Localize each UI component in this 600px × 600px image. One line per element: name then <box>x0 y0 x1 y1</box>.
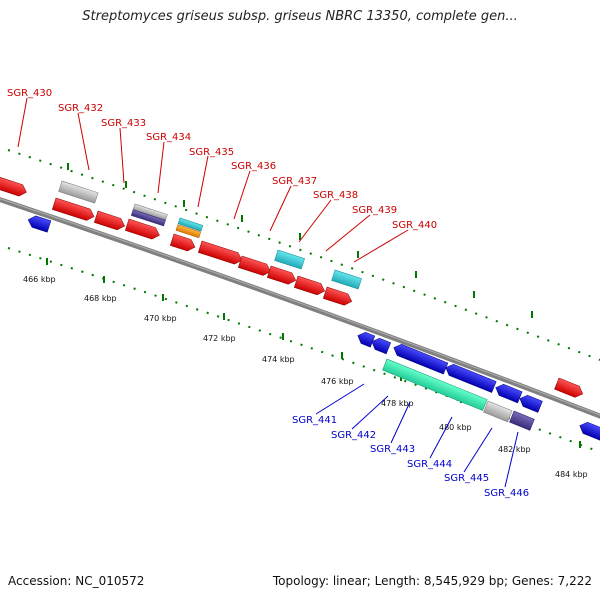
gene-sgr-443[interactable] <box>392 342 449 375</box>
gene-label[interactable]: SGR_438 <box>313 190 358 201</box>
gene-sgr-445[interactable] <box>483 400 513 423</box>
gene-sgr-438-b[interactable] <box>293 275 326 297</box>
gene-sgr-435[interactable] <box>175 217 204 239</box>
gene-sgr-434-b[interactable] <box>124 218 161 241</box>
tick-label: 470 kbp <box>144 314 177 323</box>
gene-sgr-434-a[interactable] <box>130 203 168 227</box>
tick-label: 478 kbp <box>381 399 414 408</box>
reverse-gene-labels: SGR_441 SGR_442 SGR_443 SGR_444 SGR_445 … <box>292 415 529 499</box>
accession-label: Accession: NC_010572 <box>8 574 145 588</box>
tick-label: 468 kbp <box>84 294 117 303</box>
tick-label: 472 kbp <box>203 334 236 343</box>
gene-sgr-439[interactable] <box>322 286 353 307</box>
gene-label[interactable]: SGR_430 <box>7 88 52 99</box>
gene-sgr-443-green[interactable] <box>382 358 488 411</box>
tick-label: 474 kbp <box>262 355 295 364</box>
gene-sgr-433[interactable] <box>93 210 126 232</box>
upper-ruler-ticks <box>67 163 533 318</box>
gene-label[interactable]: SGR_445 <box>444 473 489 484</box>
gene-label[interactable]: SGR_443 <box>370 444 415 455</box>
tick-label: 476 kbp <box>321 377 354 386</box>
gene-sgr-446-blue[interactable] <box>518 393 543 413</box>
gene-label[interactable]: SGR_439 <box>352 205 397 216</box>
reverse-genes <box>26 214 600 441</box>
gene-sgr-446[interactable] <box>509 410 535 431</box>
genome-backbone <box>0 197 600 419</box>
gene-label[interactable]: SGR_435 <box>189 147 234 158</box>
forward-gene-labels: SGR_430 SGR_432 SGR_433 SGR_434 SGR_435 … <box>7 88 437 231</box>
gene-label[interactable]: SGR_432 <box>58 103 103 114</box>
gene-label[interactable]: SGR_444 <box>407 459 452 470</box>
gene-sgr-437[interactable] <box>274 249 305 270</box>
map-title: Streptomyces griseus subsp. griseus NBRC… <box>82 9 518 24</box>
gene-sgr-445-blue[interactable] <box>494 382 523 404</box>
tick-label: 466 kbp <box>23 275 56 284</box>
gene-sgr-430[interactable] <box>0 175 28 198</box>
gene-sgr-436[interactable] <box>197 240 244 266</box>
gene-label[interactable]: SGR_437 <box>272 176 317 187</box>
gene-sgr-447[interactable] <box>554 377 585 400</box>
gene-label[interactable]: SGR_446 <box>484 488 529 499</box>
gene-sgr-431[interactable] <box>51 197 96 222</box>
gene-label[interactable]: SGR_440 <box>392 220 437 231</box>
gene-sgr-444[interactable] <box>444 362 497 393</box>
gene-label[interactable]: SGR_433 <box>101 118 146 129</box>
gene-sgr-448[interactable] <box>578 420 600 441</box>
forward-genes <box>0 175 585 400</box>
gene-sgr-435-b[interactable] <box>169 233 197 253</box>
gene-sgr-442[interactable] <box>370 336 392 355</box>
gene-sgr-437-a[interactable] <box>237 255 272 277</box>
tick-label: 484 kbp <box>555 470 588 479</box>
gene-label[interactable]: SGR_436 <box>231 161 276 172</box>
lower-ruler <box>7 247 600 453</box>
gene-sgr-438-a[interactable] <box>266 265 297 286</box>
gene-label[interactable]: SGR_442 <box>331 430 376 441</box>
gene-sgr-432[interactable] <box>58 180 99 204</box>
genome-summary: Topology: linear; Length: 8,545,929 bp; … <box>272 574 592 588</box>
gene-label[interactable]: SGR_434 <box>146 132 191 143</box>
forward-leader-lines <box>17 97 409 263</box>
gene-sgr-431-rev[interactable] <box>26 214 52 233</box>
gene-label[interactable]: SGR_441 <box>292 415 337 426</box>
reverse-leader-lines <box>315 383 519 488</box>
gene-sgr-440[interactable] <box>331 269 362 290</box>
genome-backbone-highlight <box>0 198 600 416</box>
tick-label: 480 kbp <box>439 423 472 432</box>
